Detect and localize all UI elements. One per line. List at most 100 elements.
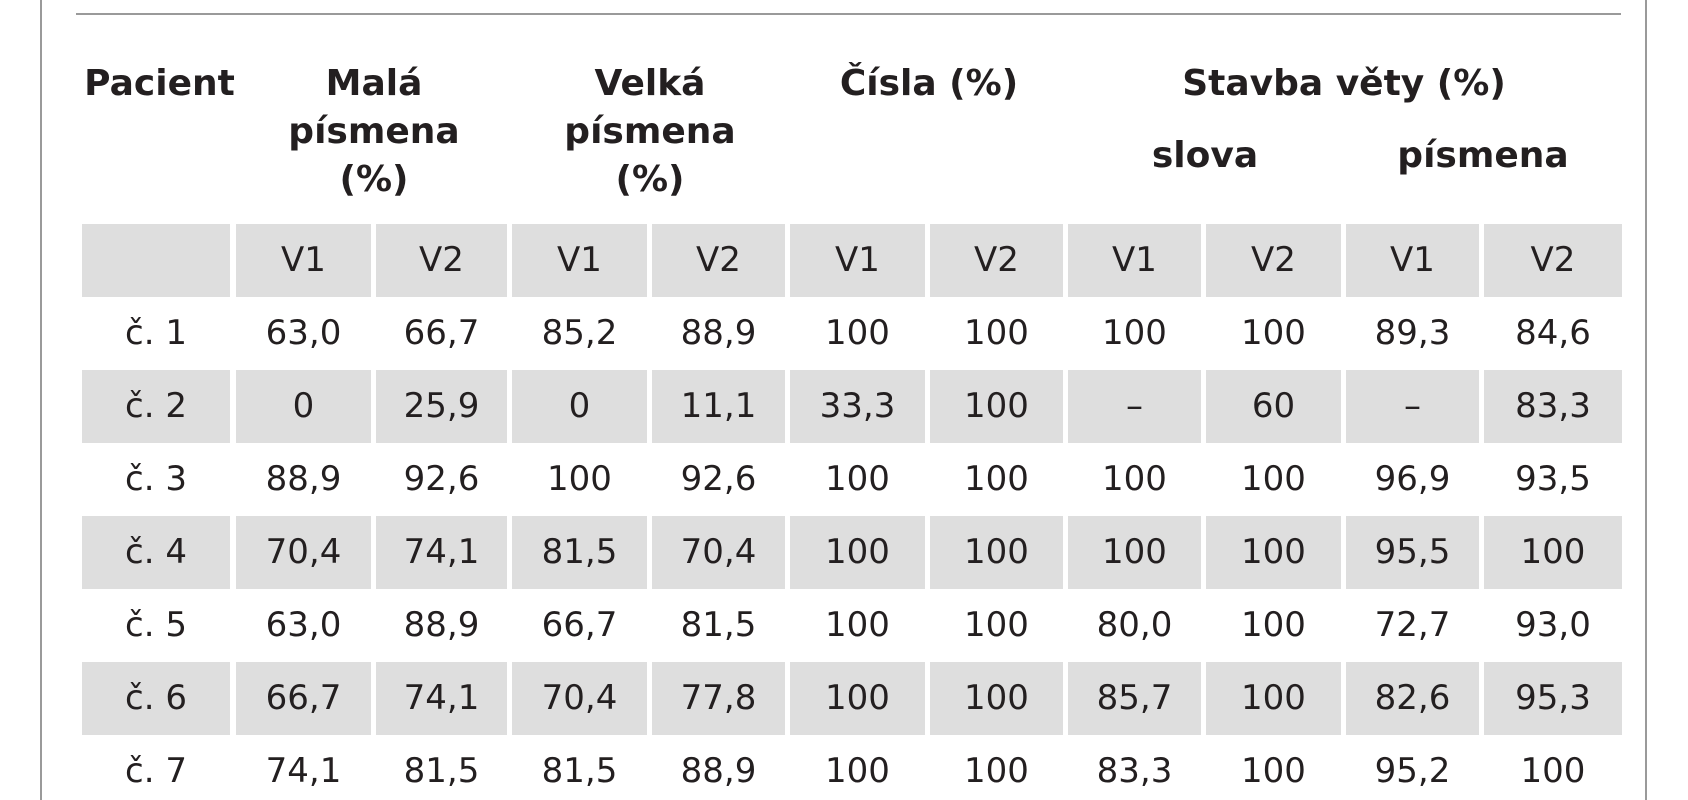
value-cell: 100	[547, 459, 612, 499]
value-cell: 100	[790, 662, 925, 735]
table-row: č. 4 70,4 74,1 81,5 70,4 100 100 100 100 95,5 100	[82, 516, 1622, 589]
value-cell: 88,9	[265, 459, 342, 499]
value-cell: 70,4	[236, 516, 371, 589]
header-uppercase-line-3: (%)	[615, 159, 685, 200]
value-cell: 83,3	[1484, 370, 1622, 443]
header-lowercase-line-3: (%)	[339, 159, 409, 200]
header-lowercase-line-1: Malá	[325, 63, 423, 104]
value-cell: 92,6	[680, 459, 757, 499]
subheader-cell: V2	[1484, 224, 1622, 297]
header-lowercase-line-2: písmena	[288, 111, 460, 152]
patient-cell: č. 4	[82, 516, 230, 589]
value-cell: 88,9	[403, 605, 480, 645]
value-cell: 100	[930, 662, 1063, 735]
subheader-row: V1 V2 V1 V2 V1 V2 V1 V2 V1 V2	[82, 224, 1622, 297]
table-top-rule	[76, 13, 1621, 15]
header-words: slova	[1151, 135, 1259, 176]
table-row: č. 2 0 25,9 0 11,1 33,3 100–60–83,3	[82, 370, 1622, 443]
value-cell: 66,7	[236, 662, 371, 735]
value-cell: 74,1	[265, 751, 342, 791]
value-cell: 100	[964, 605, 1029, 645]
subheader-cell: V1	[236, 224, 371, 297]
value-cell: 66,7	[403, 313, 480, 353]
value-cell: 11,1	[652, 370, 785, 443]
value-cell: 100	[1102, 459, 1167, 499]
header-patient: Pacient	[84, 63, 235, 104]
subheader-cell: V1	[790, 224, 925, 297]
value-cell: 100	[1241, 605, 1306, 645]
value-cell: 0	[236, 370, 371, 443]
value-cell: 100	[1241, 751, 1306, 791]
value-cell: 84,6	[1515, 313, 1591, 353]
header-uppercase: Velká písmena (%)	[512, 60, 788, 204]
value-cell: 82,6	[1346, 662, 1479, 735]
value-cell: 95,3	[1484, 662, 1622, 735]
patient-cell: č. 7	[125, 751, 187, 791]
value-cell: 100	[1102, 313, 1167, 353]
patient-cell: č. 2	[82, 370, 230, 443]
patient-cell: č. 1	[125, 313, 187, 353]
value-cell: 85,7	[1068, 662, 1201, 735]
header-uppercase-line-2: písmena	[564, 111, 736, 152]
value-cell: 100	[1206, 662, 1341, 735]
value-cell: 100	[825, 751, 890, 791]
value-cell: 95,5	[1346, 516, 1479, 589]
value-cell: 66,7	[541, 605, 618, 645]
value-cell: 81,5	[680, 605, 757, 645]
value-cell: 100	[964, 751, 1029, 791]
patient-cell: č. 5	[125, 605, 187, 645]
value-cell: 96,9	[1374, 459, 1451, 499]
subheader-empty-cell	[82, 224, 230, 297]
value-cell: 100	[825, 313, 890, 353]
value-cell: 60	[1206, 370, 1341, 443]
value-cell: 93,5	[1515, 459, 1591, 499]
value-cell: 81,5	[512, 516, 647, 589]
value-cell: 33,3	[790, 370, 925, 443]
header-lowercase: Malá písmena (%)	[236, 60, 512, 204]
table-row: č. 1 63,0 66,7 85,2 88,9 100 100 100 100 89,3 84,6	[82, 297, 1622, 370]
value-cell: –	[1346, 370, 1479, 443]
value-cell: 93,0	[1515, 605, 1591, 645]
frame-left-border	[40, 0, 42, 800]
value-cell: 100	[825, 605, 890, 645]
value-cell: 92,6	[403, 459, 480, 499]
value-cell: 72,7	[1374, 605, 1451, 645]
value-cell: 88,9	[680, 313, 757, 353]
value-cell: 25,9	[376, 370, 507, 443]
subheader-cell: V2	[652, 224, 785, 297]
value-cell: 74,1	[376, 662, 507, 735]
subheader-cell: V1	[512, 224, 647, 297]
value-cell: 81,5	[541, 751, 618, 791]
value-cell: 100	[930, 516, 1063, 589]
header-uppercase-line-1: Velká	[594, 63, 706, 104]
header-letters: písmena	[1397, 135, 1569, 176]
value-cell: 88,9	[680, 751, 757, 791]
value-cell: 70,4	[512, 662, 647, 735]
frame-right-border	[1645, 0, 1647, 800]
value-cell: 81,5	[403, 751, 480, 791]
value-cell: 83,3	[1096, 751, 1173, 791]
value-cell: 85,2	[541, 313, 618, 353]
value-cell: 77,8	[652, 662, 785, 735]
value-cell: 100	[1068, 516, 1201, 589]
value-cell: 74,1	[376, 516, 507, 589]
value-cell: 100	[825, 459, 890, 499]
value-cell: 95,2	[1374, 751, 1451, 791]
value-cell: 0	[512, 370, 647, 443]
value-cell: 63,0	[265, 313, 342, 353]
value-cell: 100	[1206, 516, 1341, 589]
value-cell: 100	[1520, 751, 1586, 791]
value-cell: 89,3	[1374, 313, 1451, 353]
table-row: č. 3 88,9 92,6 100 92,6 100 100 100 100 96,9 93,5	[82, 443, 1622, 516]
value-cell: 100	[1241, 313, 1306, 353]
value-cell: 100	[964, 313, 1029, 353]
subheader-cell: V2	[930, 224, 1063, 297]
value-cell: 63,0	[265, 605, 342, 645]
subheader-cell: V2	[376, 224, 507, 297]
subheader-cell: V2	[1206, 224, 1341, 297]
header-numbers: Čísla (%)	[839, 63, 1019, 104]
table-row: č. 6 66,7 74,1 70,4 77,8 100 100 85,7 100 82,6 95,…	[82, 662, 1622, 735]
value-cell: 100	[790, 516, 925, 589]
table-row: č. 5 63,0 88,9 66,7 81,5 100 100 80,0 100 72,7 93,…	[82, 589, 1622, 662]
subheader-cell: V1	[1068, 224, 1201, 297]
